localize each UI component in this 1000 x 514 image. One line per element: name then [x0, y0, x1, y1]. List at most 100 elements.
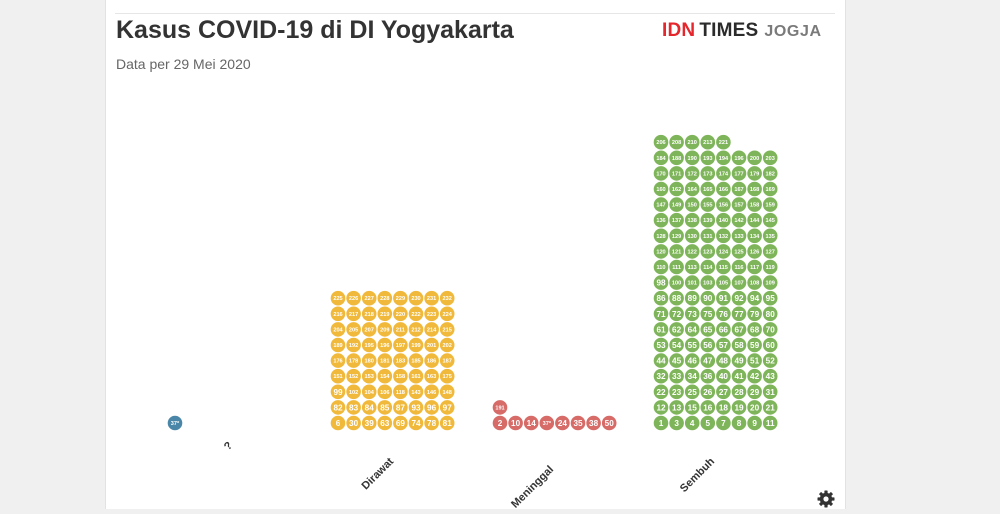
case-dot[interactable]: [653, 322, 669, 337]
case-dot[interactable]: [570, 415, 586, 431]
case-dot[interactable]: [330, 415, 346, 431]
case-dot[interactable]: [684, 134, 700, 150]
case-dot[interactable]: [424, 306, 439, 322]
case-dot[interactable]: [408, 368, 424, 384]
case-dot[interactable]: [716, 400, 731, 415]
case-dot[interactable]: [716, 290, 731, 306]
case-dot[interactable]: [731, 415, 747, 431]
case-dot[interactable]: [361, 306, 377, 322]
case-dot[interactable]: [523, 415, 539, 431]
case-dot[interactable]: [762, 275, 778, 290]
case-dot[interactable]: [762, 415, 778, 431]
case-dot[interactable]: [700, 275, 716, 290]
case-dot[interactable]: [377, 290, 393, 306]
case-dot[interactable]: [762, 322, 778, 337]
case-dot[interactable]: [508, 415, 523, 431]
case-dot[interactable]: [393, 290, 408, 306]
case-dot[interactable]: [669, 134, 684, 150]
case-dot[interactable]: [393, 306, 408, 322]
case-dot[interactable]: [684, 322, 700, 337]
case-dot[interactable]: [408, 290, 424, 306]
case-dot[interactable]: [700, 384, 716, 400]
case-dot[interactable]: [684, 415, 700, 431]
case-dot[interactable]: [653, 290, 669, 306]
case-dot[interactable]: [700, 400, 716, 415]
case-dot[interactable]: [762, 166, 778, 181]
case-dot[interactable]: [424, 290, 439, 306]
case-dot[interactable]: [393, 384, 408, 400]
case-dot[interactable]: [669, 150, 684, 166]
case-dot[interactable]: [653, 353, 669, 368]
case-dot[interactable]: [731, 212, 747, 228]
case-dot[interactable]: [330, 368, 346, 384]
case-dot[interactable]: [361, 290, 377, 306]
case-dot[interactable]: [330, 353, 346, 368]
case-dot[interactable]: [716, 197, 731, 212]
case-dot[interactable]: [653, 368, 669, 384]
case-dot[interactable]: [684, 337, 700, 353]
case-dot[interactable]: [716, 368, 731, 384]
case-dot[interactable]: [700, 181, 716, 197]
case-dot[interactable]: [716, 166, 731, 181]
case-dot[interactable]: [731, 259, 747, 275]
case-dot[interactable]: [393, 337, 408, 353]
case-dot[interactable]: [653, 415, 669, 431]
case-dot[interactable]: [669, 400, 684, 415]
case-dot[interactable]: [653, 400, 669, 415]
case-dot[interactable]: [669, 275, 684, 290]
case-dot[interactable]: [393, 368, 408, 384]
case-dot[interactable]: [731, 306, 747, 322]
case-dot[interactable]: [408, 337, 424, 353]
case-dot[interactable]: [731, 368, 747, 384]
case-dot[interactable]: [684, 290, 700, 306]
case-dot[interactable]: [669, 337, 684, 353]
case-dot[interactable]: [716, 228, 731, 244]
case-dot[interactable]: [653, 181, 669, 197]
case-dot[interactable]: [731, 181, 747, 197]
case-dot[interactable]: [346, 322, 361, 337]
case-dot[interactable]: [424, 415, 439, 431]
case-dot[interactable]: [601, 415, 617, 431]
case-dot[interactable]: [669, 212, 684, 228]
case-dot[interactable]: [747, 290, 762, 306]
case-dot[interactable]: [684, 244, 700, 259]
case-dot[interactable]: [684, 400, 700, 415]
case-dot[interactable]: [700, 353, 716, 368]
case-dot[interactable]: [377, 322, 393, 337]
case-dot[interactable]: [716, 150, 731, 166]
case-dot[interactable]: [684, 275, 700, 290]
case-dot[interactable]: [330, 384, 346, 400]
case-dot[interactable]: [167, 415, 183, 431]
case-dot[interactable]: [346, 415, 361, 431]
case-dot[interactable]: [684, 306, 700, 322]
case-dot[interactable]: [424, 337, 439, 353]
case-dot[interactable]: [330, 322, 346, 337]
case-dot[interactable]: [731, 244, 747, 259]
case-dot[interactable]: [747, 275, 762, 290]
case-dot[interactable]: [747, 306, 762, 322]
case-dot[interactable]: [346, 306, 361, 322]
case-dot[interactable]: [747, 150, 762, 166]
case-dot[interactable]: [700, 368, 716, 384]
case-dot[interactable]: [439, 306, 455, 322]
case-dot[interactable]: [731, 166, 747, 181]
case-dot[interactable]: [393, 353, 408, 368]
case-dot[interactable]: [669, 322, 684, 337]
case-dot[interactable]: [669, 166, 684, 181]
case-dot[interactable]: [731, 353, 747, 368]
case-dot[interactable]: [330, 400, 346, 415]
case-dot[interactable]: [716, 259, 731, 275]
case-dot[interactable]: [762, 290, 778, 306]
case-dot[interactable]: [653, 244, 669, 259]
case-dot[interactable]: [492, 400, 508, 415]
case-dot[interactable]: [700, 337, 716, 353]
case-dot[interactable]: [439, 322, 455, 337]
case-dot[interactable]: [684, 212, 700, 228]
case-dot[interactable]: [684, 368, 700, 384]
case-dot[interactable]: [653, 166, 669, 181]
case-dot[interactable]: [700, 228, 716, 244]
case-dot[interactable]: [716, 244, 731, 259]
case-dot[interactable]: [684, 150, 700, 166]
case-dot[interactable]: [377, 337, 393, 353]
case-dot[interactable]: [716, 134, 731, 150]
